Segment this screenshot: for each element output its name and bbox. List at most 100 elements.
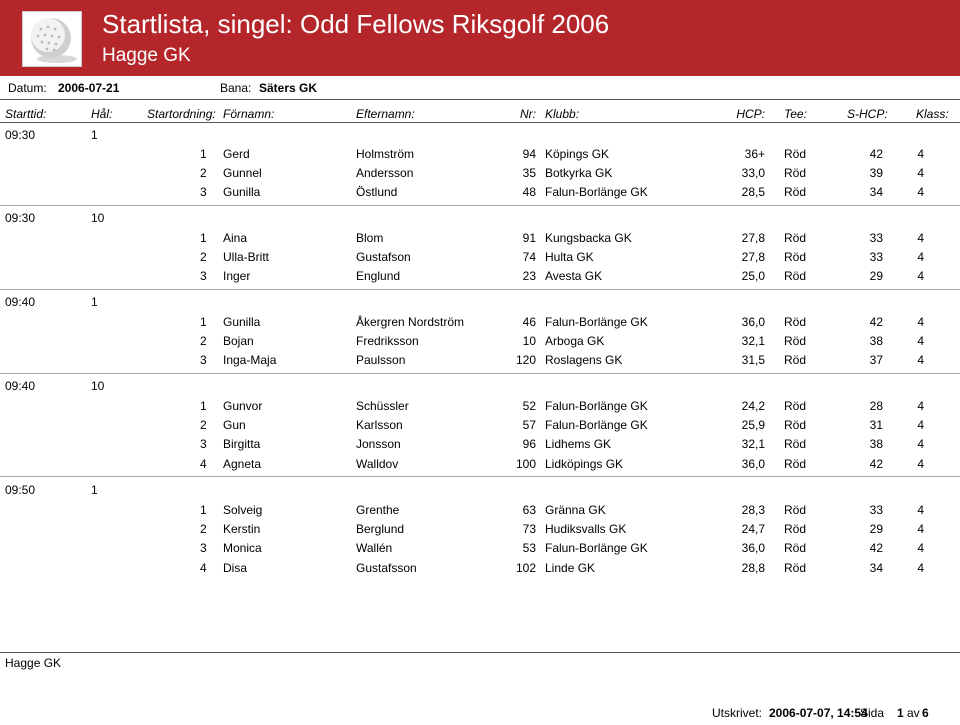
- player-last-name: Andersson: [356, 166, 414, 180]
- player-order: 4: [200, 457, 207, 471]
- player-hcp: 24,7: [741, 522, 765, 536]
- page-label: Sida: [860, 706, 885, 720]
- player-shcp: 42: [869, 541, 883, 555]
- col-hcp: HCP:: [736, 107, 765, 121]
- player-number: 48: [522, 185, 536, 199]
- player-number: 53: [522, 541, 536, 555]
- group-start-time: 09:30: [5, 211, 36, 225]
- player-shcp: 31: [869, 418, 883, 432]
- player-class: 4: [917, 353, 924, 367]
- player-hcp: 36,0: [741, 541, 765, 555]
- group-start-time: 09:40: [5, 295, 36, 309]
- player-first-name: Inger: [223, 269, 251, 283]
- player-first-name: Kerstin: [223, 522, 261, 536]
- group-divider: [0, 476, 960, 477]
- player-hcp: 32,1: [741, 437, 765, 451]
- page-current: 1: [897, 706, 904, 720]
- player-hcp: 31,5: [741, 353, 765, 367]
- player-last-name: Gustafsson: [356, 561, 417, 575]
- player-tee: Röd: [784, 166, 807, 180]
- player-hcp: 28,3: [741, 503, 765, 517]
- player-order: 2: [200, 522, 207, 536]
- player-tee: Röd: [784, 334, 807, 348]
- player-class: 4: [917, 250, 924, 264]
- player-class: 4: [917, 315, 924, 329]
- player-order: 1: [200, 231, 207, 245]
- player-tee: Röd: [784, 418, 807, 432]
- page-of: av: [907, 706, 920, 720]
- col-hole: Hål:: [91, 107, 113, 121]
- player-class: 4: [917, 503, 924, 517]
- player-class: 4: [917, 334, 924, 348]
- player-hcp: 33,0: [741, 166, 765, 180]
- player-class: 4: [917, 147, 924, 161]
- player-club: Falun-Borlänge GK: [545, 418, 648, 432]
- divider: [0, 122, 960, 123]
- player-hcp: 28,8: [741, 561, 765, 575]
- player-club: Hudiksvalls GK: [545, 522, 627, 536]
- player-first-name: Birgitta: [223, 437, 261, 451]
- player-class: 4: [917, 541, 924, 555]
- player-number: 100: [515, 457, 536, 471]
- group-start-time: 09:50: [5, 483, 36, 497]
- player-hcp: 25,9: [741, 418, 765, 432]
- group-divider: [0, 205, 960, 206]
- player-number: 120: [515, 353, 536, 367]
- player-tee: Röd: [784, 185, 807, 199]
- player-shcp: 33: [869, 250, 883, 264]
- player-shcp: 38: [869, 437, 883, 451]
- player-shcp: 39: [869, 166, 883, 180]
- player-club: Botkyrka GK: [545, 166, 613, 180]
- player-first-name: Agneta: [223, 457, 262, 471]
- player-last-name: Åkergren Nordström: [356, 315, 465, 329]
- player-last-name: Holmström: [356, 147, 415, 161]
- player-number: 57: [522, 418, 536, 432]
- player-last-name: Wallén: [356, 541, 393, 555]
- player-club: Köpings GK: [545, 147, 610, 161]
- player-order: 3: [200, 269, 207, 283]
- player-first-name: Monica: [223, 541, 262, 555]
- player-first-name: Gunnel: [223, 166, 262, 180]
- group-hole: 1: [91, 128, 98, 142]
- player-number: 73: [522, 522, 536, 536]
- col-club: Klubb:: [545, 107, 580, 121]
- group-start-time: 09:30: [5, 128, 36, 142]
- player-number: 23: [522, 269, 536, 283]
- player-number: 46: [522, 315, 536, 329]
- player-club: Falun-Borlänge GK: [545, 315, 648, 329]
- player-tee: Röd: [784, 315, 807, 329]
- player-club: Linde GK: [545, 561, 596, 575]
- col-last-name: Efternamn:: [356, 107, 415, 121]
- golf-ball-icon: [22, 11, 82, 67]
- player-order: 1: [200, 315, 207, 329]
- player-first-name: Gunilla: [223, 185, 261, 199]
- player-tee: Röd: [784, 231, 807, 245]
- player-order: 3: [200, 437, 207, 451]
- player-number: 102: [515, 561, 536, 575]
- report-title: Startlista, singel: Odd Fellows Riksgolf…: [102, 9, 610, 39]
- player-order: 1: [200, 503, 207, 517]
- player-shcp: 34: [869, 561, 883, 575]
- report-header: Startlista, singel: Odd Fellows Riksgolf…: [0, 0, 960, 76]
- player-class: 4: [917, 418, 924, 432]
- player-class: 4: [917, 185, 924, 199]
- date-value: 2006-07-21: [58, 81, 120, 95]
- player-tee: Röd: [784, 561, 807, 575]
- player-last-name: Gustafson: [356, 250, 411, 264]
- player-first-name: Gerd: [223, 147, 250, 161]
- col-tee: Tee:: [784, 107, 807, 121]
- player-number: 91: [522, 231, 536, 245]
- player-class: 4: [917, 166, 924, 180]
- player-last-name: Schüssler: [356, 399, 409, 413]
- col-number: Nr:: [520, 107, 536, 121]
- footer-club: Hagge GK: [5, 656, 62, 670]
- player-number: 74: [522, 250, 536, 264]
- player-first-name: Aina: [223, 231, 248, 245]
- player-number: 96: [522, 437, 536, 451]
- player-order: 1: [200, 399, 207, 413]
- group-start-time: 09:40: [5, 379, 36, 393]
- col-first-name: Förnamn:: [223, 107, 275, 121]
- player-last-name: Karlsson: [356, 418, 403, 432]
- player-number: 10: [522, 334, 536, 348]
- player-club: Kungsbacka GK: [545, 231, 632, 245]
